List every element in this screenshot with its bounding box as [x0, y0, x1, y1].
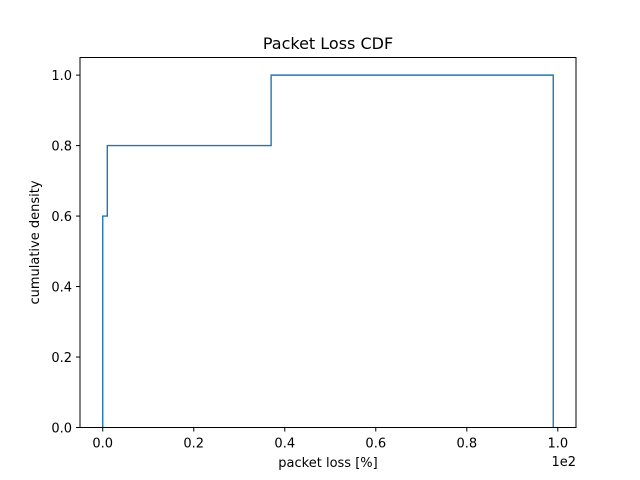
cdf-step-line [102, 74, 554, 428]
y-tick-label: 0.8 [51, 140, 72, 155]
x-tick-label: 1.0 [547, 437, 568, 452]
y-axis-label: cumulative density [28, 180, 43, 304]
y-tick-label: 0.6 [51, 210, 72, 225]
x-tick-label: 0.6 [365, 437, 386, 452]
y-tick-label: 0.0 [51, 422, 72, 437]
plot-frame [79, 57, 577, 428]
x-axis-label: packet loss [%] [278, 456, 377, 471]
y-tick-label: 1.0 [51, 69, 72, 84]
x-axis: 0.0 0.2 0.4 0.6 0.8 1.0 [92, 427, 568, 452]
x-axis-offset-label: 1e2 [551, 455, 576, 470]
y-axis: 0.0 0.2 0.4 0.6 0.8 1.0 [51, 69, 80, 437]
x-tick-label: 0.0 [92, 437, 113, 452]
x-tick-label: 0.2 [183, 437, 204, 452]
y-tick-label: 0.4 [51, 281, 72, 296]
chart-title: Packet Loss CDF [263, 34, 393, 53]
plot-area [102, 74, 554, 428]
y-tick-label: 0.2 [51, 351, 72, 366]
x-tick-label: 0.4 [274, 437, 295, 452]
x-tick-label: 0.8 [456, 437, 477, 452]
